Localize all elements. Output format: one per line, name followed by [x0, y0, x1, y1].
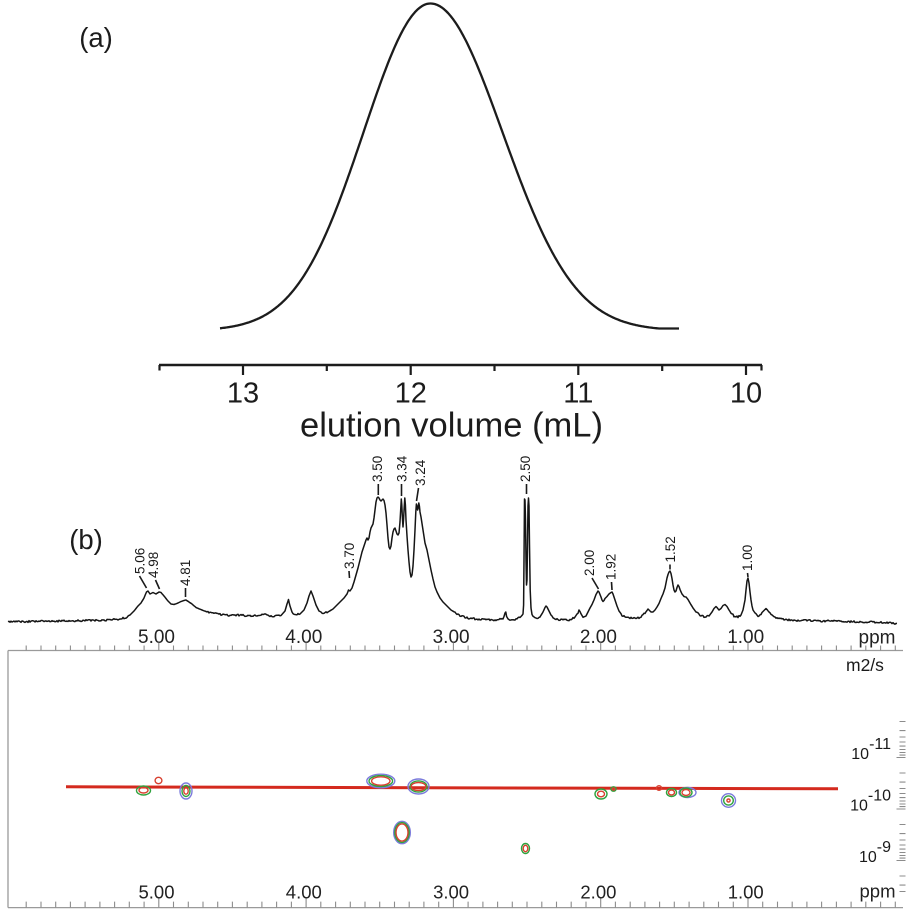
svg-text:1.00: 1.00 — [740, 545, 755, 571]
svg-text:2.00: 2.00 — [580, 627, 617, 648]
svg-text:3.24: 3.24 — [413, 459, 428, 486]
svg-text:1.92: 1.92 — [603, 554, 618, 580]
svg-text:4.81: 4.81 — [178, 560, 193, 586]
svg-text:3.00: 3.00 — [433, 882, 469, 903]
svg-text:3.00: 3.00 — [433, 627, 470, 648]
svg-text:12: 12 — [395, 378, 427, 410]
svg-text:5.06: 5.06 — [132, 548, 147, 574]
svg-text:5.00: 5.00 — [138, 627, 175, 648]
svg-text:13: 13 — [227, 378, 259, 410]
svg-text:2.00: 2.00 — [580, 882, 616, 903]
svg-text:1.00: 1.00 — [727, 627, 764, 648]
svg-text:2.00: 2.00 — [582, 550, 597, 576]
svg-text:(b): (b) — [69, 524, 103, 555]
svg-text:m2/s: m2/s — [846, 655, 884, 675]
svg-text:ppm: ppm — [860, 881, 896, 902]
svg-text:ppm: ppm — [859, 628, 896, 649]
svg-text:1.00: 1.00 — [728, 882, 764, 903]
svg-text:4.00: 4.00 — [285, 627, 322, 648]
svg-text:2.50: 2.50 — [518, 456, 533, 482]
svg-text:11: 11 — [563, 378, 593, 410]
svg-text:5.00: 5.00 — [138, 882, 174, 903]
svg-text:4.98: 4.98 — [146, 552, 161, 578]
svg-text:4.00: 4.00 — [286, 882, 322, 903]
svg-text:3.34: 3.34 — [394, 455, 409, 482]
svg-text:(a): (a) — [79, 22, 113, 53]
svg-text:elution volume (mL): elution volume (mL) — [300, 407, 603, 445]
svg-text:1.52: 1.52 — [663, 536, 678, 562]
svg-text:3.50: 3.50 — [370, 456, 385, 482]
svg-text:3.70: 3.70 — [342, 543, 357, 569]
svg-text:10: 10 — [730, 378, 762, 410]
